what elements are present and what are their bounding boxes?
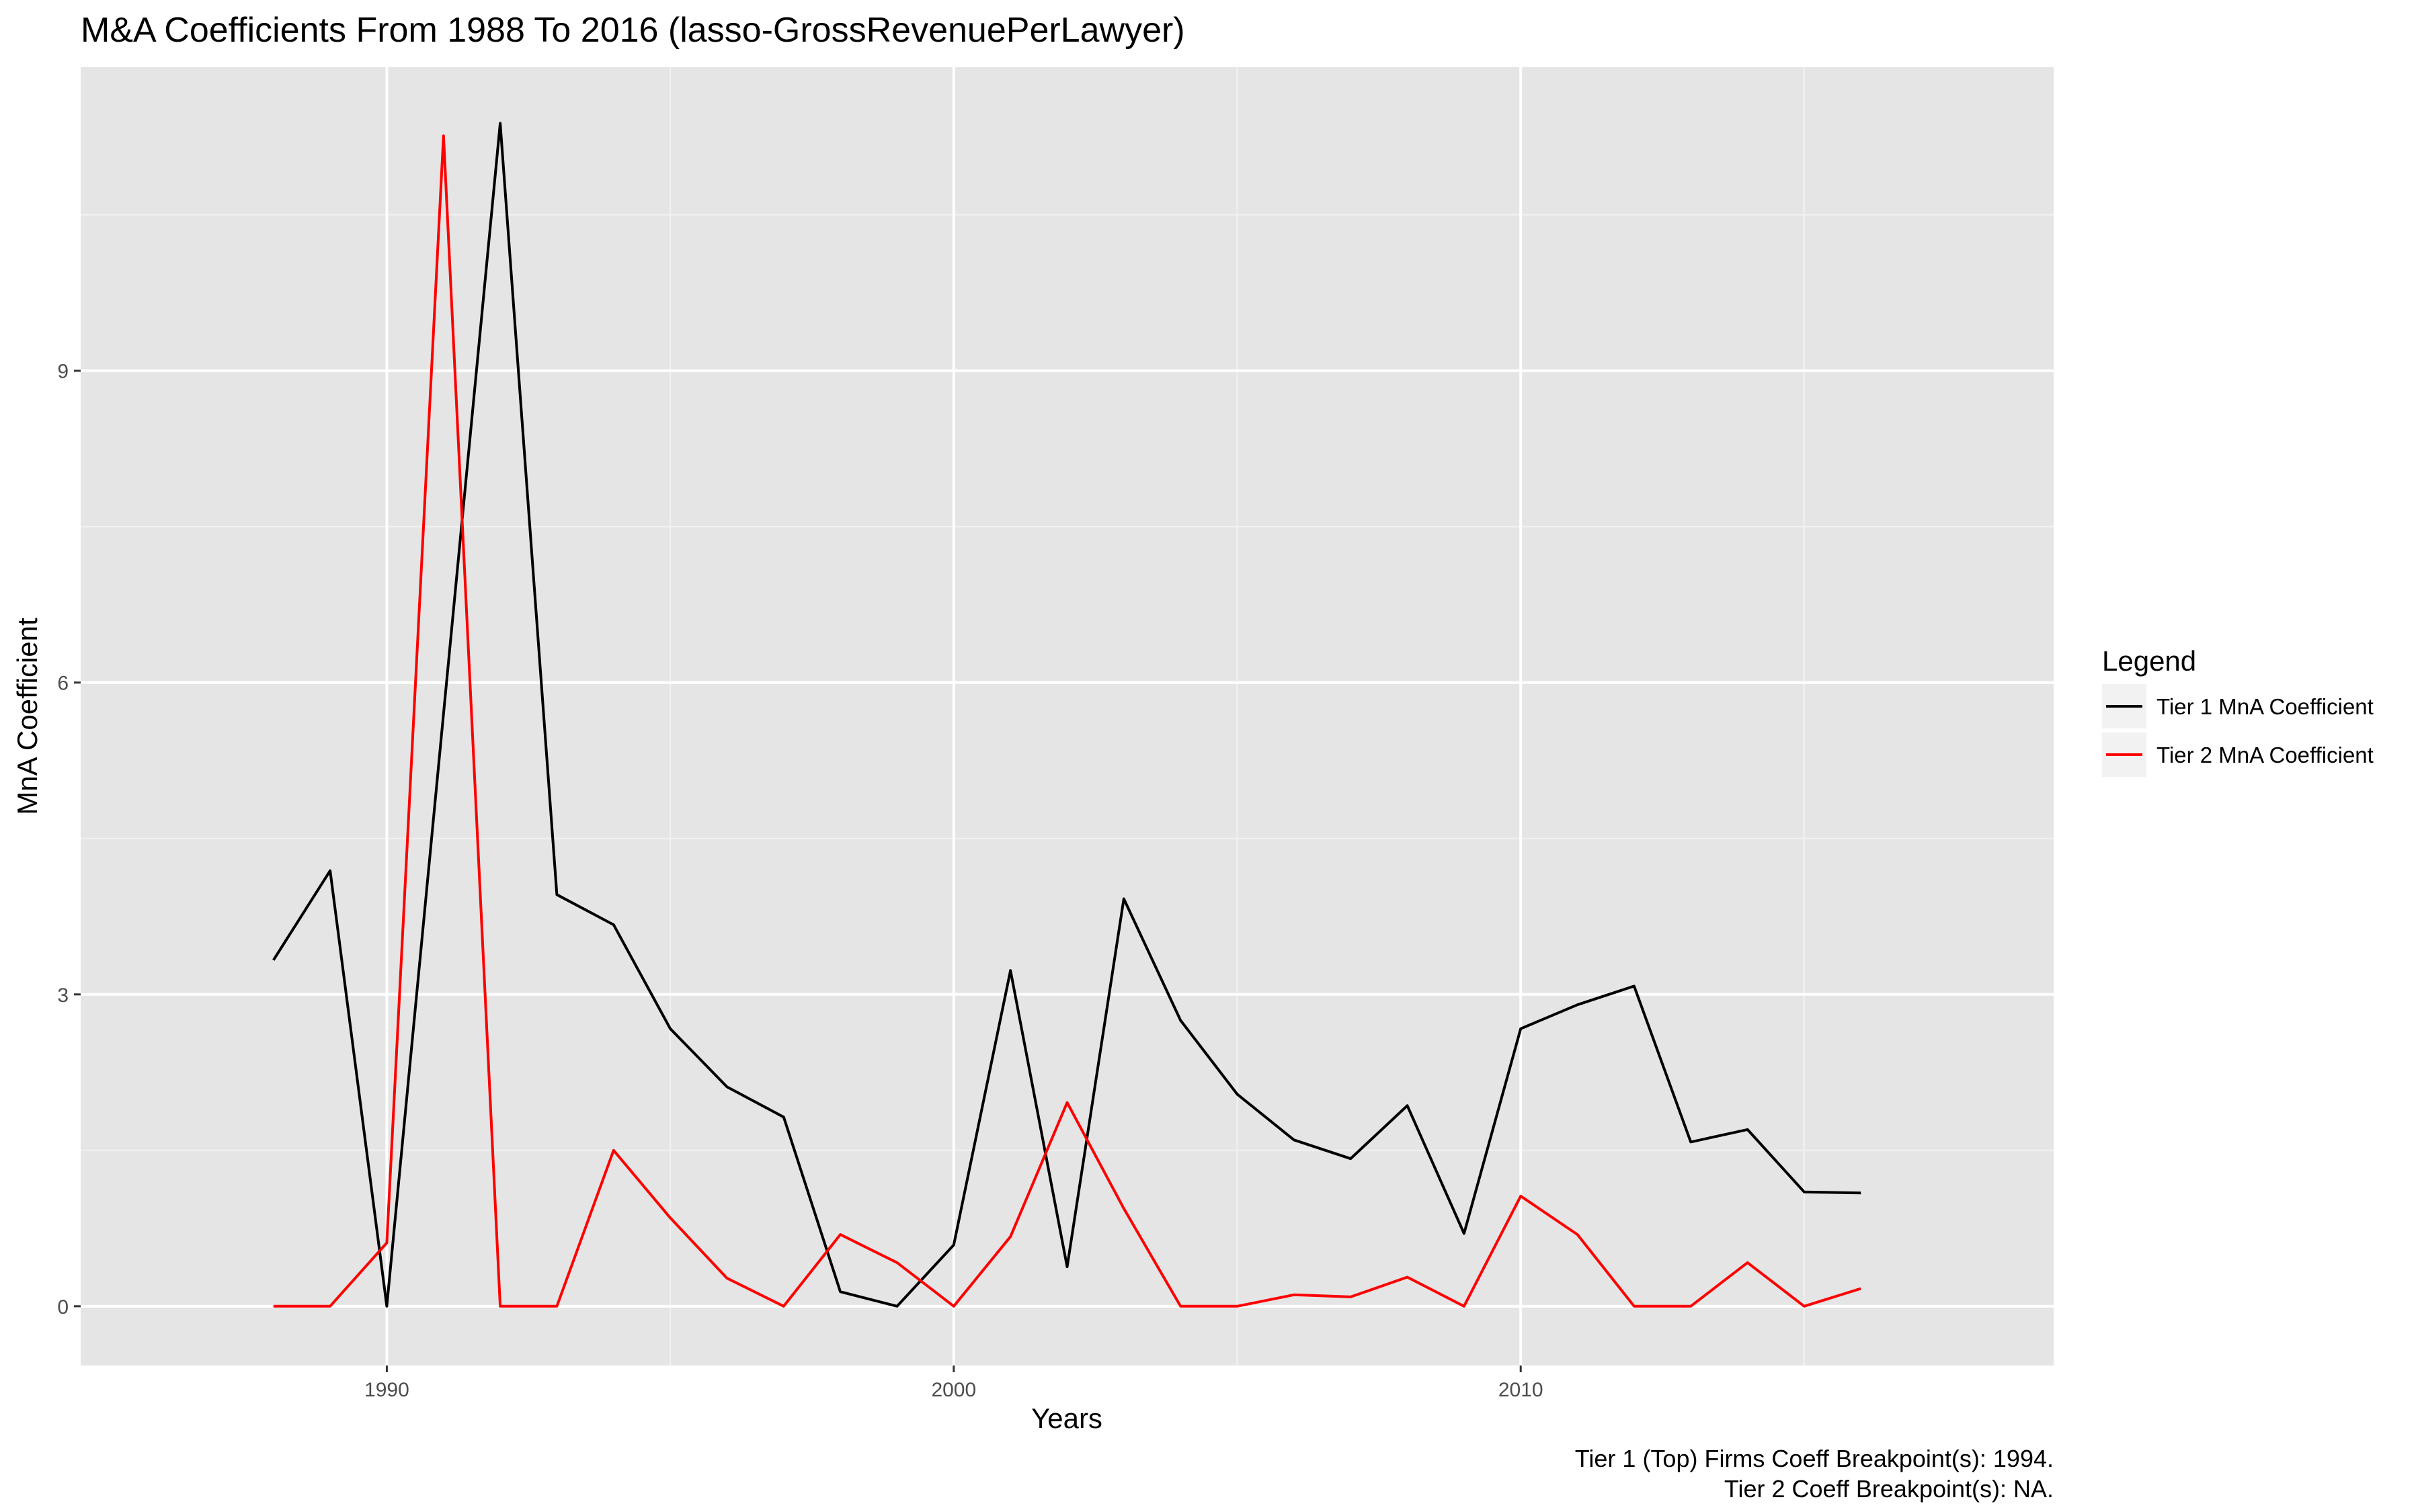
caption-line-1: Tier 1 (Top) Firms Coeff Breakpoint(s): … xyxy=(1575,1445,2054,1472)
plot-panel xyxy=(81,67,2054,1366)
legend-label: Tier 1 MnA Coefficient xyxy=(2156,694,2374,719)
x-tick-label: 2010 xyxy=(1498,1379,1543,1401)
caption: Tier 1 (Top) Firms Coeff Breakpoint(s): … xyxy=(1575,1445,2054,1503)
x-axis-title: Years xyxy=(1031,1402,1102,1434)
x-tick-label: 2000 xyxy=(931,1379,976,1401)
legend-label: Tier 2 MnA Coefficient xyxy=(2156,743,2374,767)
series-lines xyxy=(272,122,1861,1308)
legend-title: Legend xyxy=(2102,645,2196,677)
x-tick-label: 1990 xyxy=(364,1379,409,1401)
y-axis-title: MnA Coefficient xyxy=(11,618,43,815)
y-tick-label: 6 xyxy=(57,673,69,695)
series-line-tier-2 xyxy=(273,134,1861,1308)
legend: Legend Tier 1 MnA Coefficient Tier 2 MnA … xyxy=(2102,645,2374,777)
grid-major xyxy=(81,67,2054,1366)
y-tick-label: 3 xyxy=(57,984,69,1007)
y-tick-label: 9 xyxy=(57,361,69,383)
x-axis: 1990 2000 2010 xyxy=(364,1366,1543,1401)
y-axis: 0 3 6 9 xyxy=(57,361,81,1318)
grid-minor xyxy=(81,67,2054,1366)
chart-title: M&A Coefficients From 1988 To 2016 (lass… xyxy=(81,11,1185,50)
caption-line-2: Tier 2 Coeff Breakpoint(s): NA. xyxy=(1724,1475,2054,1503)
series-line-tier-1 xyxy=(272,122,1861,1308)
y-tick-label: 0 xyxy=(57,1296,69,1318)
